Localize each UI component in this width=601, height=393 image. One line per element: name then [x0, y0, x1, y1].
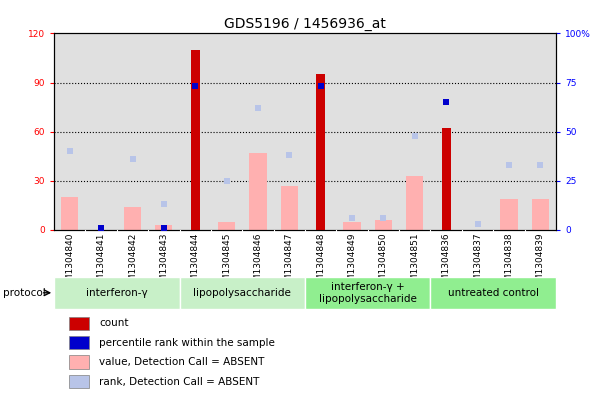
- Bar: [218, 222, 235, 230]
- Text: rank, Detection Call = ABSENT: rank, Detection Call = ABSENT: [99, 376, 260, 387]
- FancyBboxPatch shape: [305, 277, 430, 309]
- Bar: [500, 199, 517, 230]
- Text: GSM1304846: GSM1304846: [254, 232, 263, 293]
- Text: GSM1304837: GSM1304837: [473, 232, 482, 293]
- Text: GSM1304851: GSM1304851: [410, 232, 419, 293]
- Bar: [124, 207, 141, 230]
- Bar: [191, 50, 200, 230]
- Text: protocol: protocol: [3, 288, 46, 298]
- Text: GSM1304845: GSM1304845: [222, 232, 231, 293]
- Text: GSM1304840: GSM1304840: [66, 232, 75, 293]
- Bar: [69, 375, 89, 388]
- Text: GSM1304849: GSM1304849: [347, 232, 356, 293]
- FancyBboxPatch shape: [54, 277, 180, 309]
- FancyBboxPatch shape: [180, 277, 305, 309]
- Bar: [69, 336, 89, 349]
- Text: count: count: [99, 318, 129, 329]
- Text: untreated control: untreated control: [448, 288, 538, 298]
- Bar: [316, 74, 325, 230]
- FancyBboxPatch shape: [430, 277, 556, 309]
- Bar: [406, 176, 424, 230]
- Text: GSM1304844: GSM1304844: [191, 232, 200, 293]
- Bar: [69, 317, 89, 330]
- Bar: [155, 225, 172, 230]
- Text: interferon-γ: interferon-γ: [86, 288, 148, 298]
- Text: GSM1304838: GSM1304838: [504, 232, 513, 293]
- Text: GSM1304847: GSM1304847: [285, 232, 294, 293]
- Bar: [281, 185, 298, 230]
- Bar: [532, 199, 549, 230]
- Text: GSM1304843: GSM1304843: [159, 232, 168, 293]
- Bar: [69, 355, 89, 369]
- Text: lipopolysaccharide: lipopolysaccharide: [194, 288, 291, 298]
- Title: GDS5196 / 1456936_at: GDS5196 / 1456936_at: [224, 17, 386, 31]
- Bar: [343, 222, 361, 230]
- Bar: [375, 220, 392, 230]
- Text: GSM1304841: GSM1304841: [97, 232, 106, 293]
- Text: value, Detection Call = ABSENT: value, Detection Call = ABSENT: [99, 357, 264, 367]
- Bar: [61, 197, 78, 230]
- Text: GSM1304850: GSM1304850: [379, 232, 388, 293]
- Text: interferon-γ +
lipopolysaccharide: interferon-γ + lipopolysaccharide: [319, 282, 416, 303]
- Text: GSM1304836: GSM1304836: [442, 232, 451, 293]
- Text: GSM1304842: GSM1304842: [128, 232, 137, 293]
- Bar: [442, 129, 451, 230]
- Text: GSM1304848: GSM1304848: [316, 232, 325, 293]
- Text: percentile rank within the sample: percentile rank within the sample: [99, 338, 275, 348]
- Text: GSM1304839: GSM1304839: [535, 232, 545, 293]
- Bar: [249, 153, 267, 230]
